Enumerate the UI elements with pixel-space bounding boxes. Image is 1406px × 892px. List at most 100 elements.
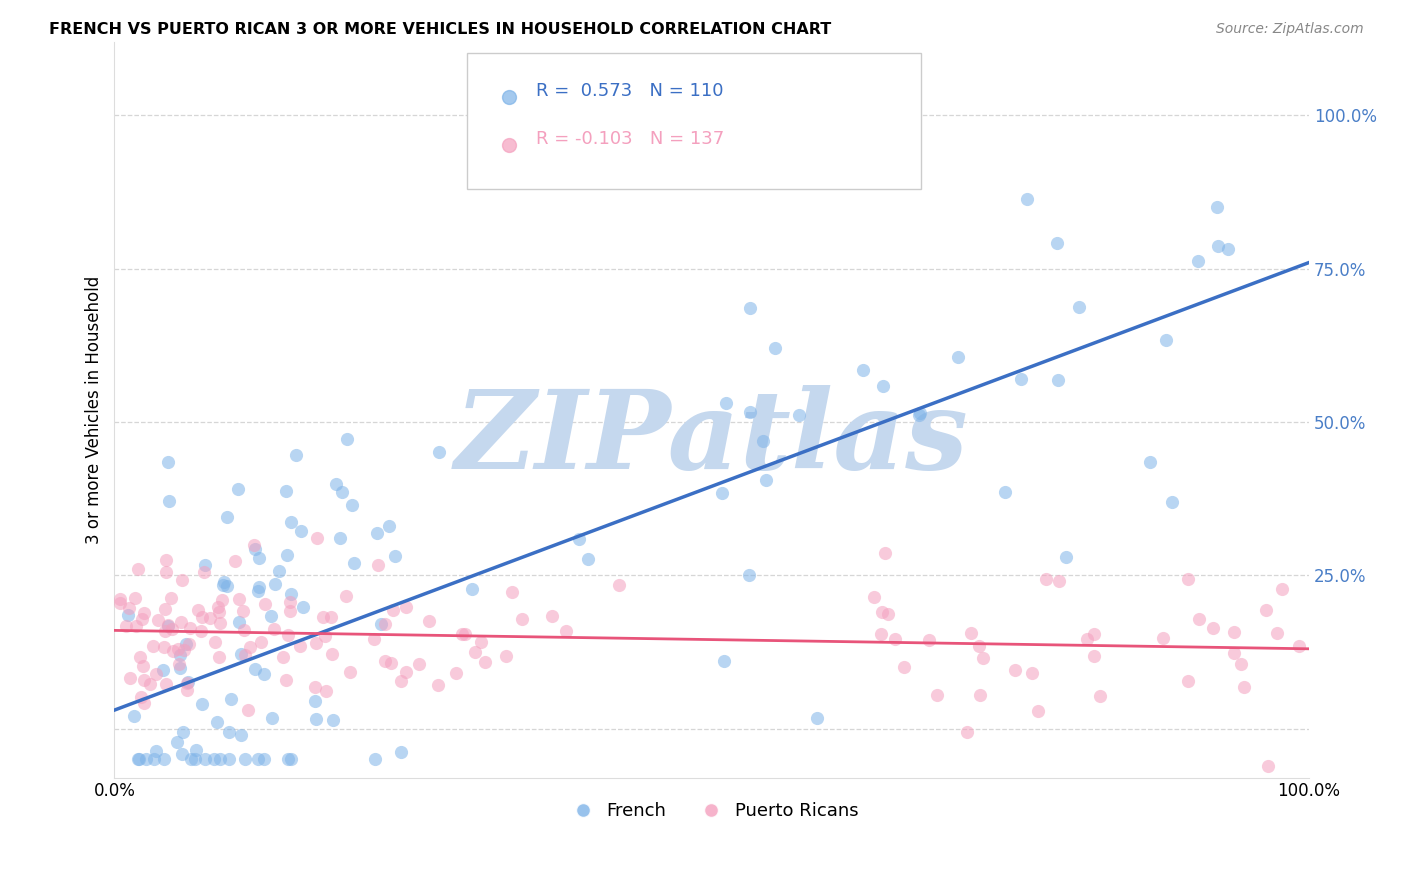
Point xyxy=(247,752,270,766)
Point xyxy=(395,665,418,679)
Point xyxy=(224,554,246,568)
Point xyxy=(134,697,156,711)
Point xyxy=(877,607,900,622)
Point xyxy=(380,657,402,671)
Point xyxy=(1161,495,1184,509)
Text: R =  0.573   N = 110: R = 0.573 N = 110 xyxy=(536,82,724,100)
Point xyxy=(1202,621,1225,635)
Point xyxy=(870,627,893,641)
Point xyxy=(1154,333,1177,347)
Point xyxy=(253,752,276,766)
Point xyxy=(110,592,132,607)
Point xyxy=(180,752,202,766)
Point xyxy=(474,655,496,669)
Point xyxy=(233,648,256,662)
Point xyxy=(1222,624,1244,639)
Point xyxy=(292,599,315,614)
Point xyxy=(205,715,228,730)
Point xyxy=(446,665,468,680)
Point xyxy=(1054,549,1077,564)
Point xyxy=(250,635,273,649)
Point xyxy=(169,657,191,672)
Legend: French, Puerto Ricans: French, Puerto Ricans xyxy=(558,795,866,828)
Point xyxy=(408,657,430,671)
Point xyxy=(246,583,269,598)
Point xyxy=(193,565,215,579)
Point xyxy=(1223,646,1246,660)
Point xyxy=(285,448,308,462)
Point xyxy=(280,587,302,601)
Point xyxy=(288,639,311,653)
Point xyxy=(232,604,254,618)
Point xyxy=(330,484,353,499)
Point xyxy=(1188,612,1211,626)
Point xyxy=(461,582,484,597)
Point xyxy=(194,558,217,572)
Point xyxy=(202,752,225,766)
Point xyxy=(1021,666,1043,681)
Point xyxy=(714,396,737,410)
Point xyxy=(218,725,240,739)
Point xyxy=(156,619,179,633)
Point xyxy=(315,684,337,698)
Point xyxy=(214,574,236,589)
Point xyxy=(207,599,229,614)
Point xyxy=(239,640,262,655)
Text: R = -0.103   N = 137: R = -0.103 N = 137 xyxy=(536,130,724,148)
Point xyxy=(738,567,761,582)
Point xyxy=(162,644,184,658)
Point xyxy=(710,485,733,500)
Point xyxy=(172,747,194,762)
Point xyxy=(1229,657,1251,671)
Point xyxy=(142,752,165,766)
Point xyxy=(1271,582,1294,596)
Point xyxy=(959,626,981,640)
Y-axis label: 3 or more Vehicles in Household: 3 or more Vehicles in Household xyxy=(86,276,103,544)
Point xyxy=(1076,632,1098,646)
Point xyxy=(118,601,141,615)
Point xyxy=(124,591,146,606)
Point xyxy=(1010,372,1032,386)
Point xyxy=(464,645,486,659)
Point xyxy=(179,621,201,635)
Point xyxy=(217,510,239,524)
Point xyxy=(153,640,176,655)
Point xyxy=(190,697,212,711)
Point xyxy=(382,602,405,616)
Point xyxy=(340,498,363,512)
Point xyxy=(173,642,195,657)
Point xyxy=(243,541,266,556)
Point xyxy=(495,648,517,663)
Point xyxy=(172,725,194,739)
Point xyxy=(131,612,153,626)
Point xyxy=(304,680,326,694)
Point xyxy=(972,651,994,665)
Point xyxy=(321,647,343,661)
Point xyxy=(307,531,329,545)
Point xyxy=(271,650,294,665)
Point xyxy=(1047,574,1070,588)
Point xyxy=(207,606,229,620)
Point xyxy=(1288,640,1310,654)
Point xyxy=(233,752,256,766)
Point xyxy=(217,579,239,593)
Point xyxy=(339,665,361,679)
Point xyxy=(1257,759,1279,773)
Point xyxy=(280,515,302,529)
Point xyxy=(218,752,240,766)
Point xyxy=(145,667,167,681)
Point xyxy=(108,596,131,610)
Point xyxy=(329,531,352,545)
Point xyxy=(1265,626,1288,640)
Point xyxy=(1206,239,1229,253)
Point xyxy=(806,710,828,724)
Point xyxy=(304,694,326,708)
Point xyxy=(1187,254,1209,268)
Point xyxy=(872,605,894,619)
Point xyxy=(176,675,198,690)
Point xyxy=(312,610,335,624)
Point xyxy=(872,379,894,393)
Point xyxy=(1046,373,1069,387)
Point xyxy=(169,661,191,675)
Point xyxy=(873,546,896,560)
